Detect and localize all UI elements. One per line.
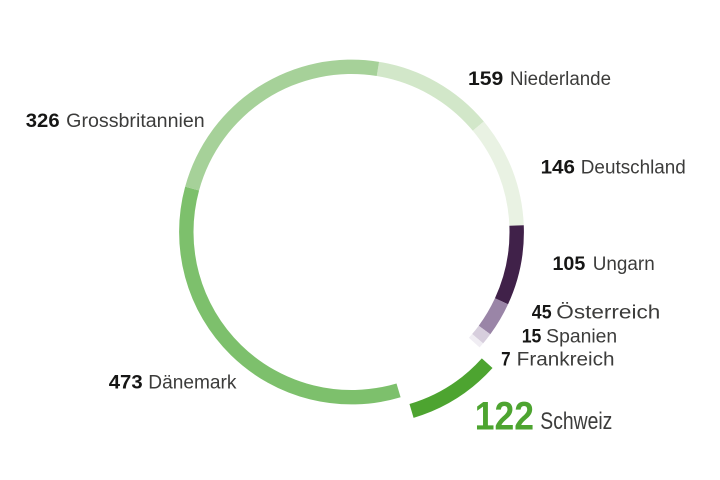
svg-text:15: 15 — [522, 327, 542, 348]
svg-text:7: 7 — [501, 349, 511, 370]
svg-text:Spanien: Spanien — [546, 327, 617, 348]
svg-text:Frankreich: Frankreich — [517, 349, 615, 370]
svg-text:122: 122 — [475, 394, 534, 438]
svg-text:146: 146 — [541, 158, 575, 179]
svg-text:Österreich: Österreich — [556, 303, 660, 324]
svg-text:159: 159 — [468, 69, 503, 90]
svg-text:Grossbritannien: Grossbritannien — [66, 111, 205, 132]
svg-text:Ungarn: Ungarn — [593, 254, 655, 275]
svg-text:Dänemark: Dänemark — [148, 372, 237, 393]
svg-text:326: 326 — [26, 111, 60, 132]
svg-text:Deutschland: Deutschland — [581, 158, 686, 179]
svg-text:105: 105 — [553, 254, 586, 275]
svg-text:Niederlande: Niederlande — [510, 69, 611, 90]
svg-text:Schweiz: Schweiz — [540, 408, 612, 435]
svg-text:473: 473 — [109, 372, 143, 393]
svg-text:45: 45 — [532, 303, 552, 324]
